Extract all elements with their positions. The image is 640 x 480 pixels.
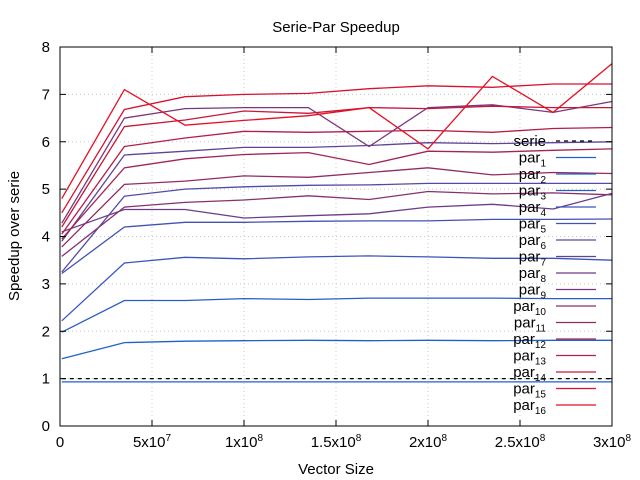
x-tick-exponent: 8 — [441, 433, 447, 444]
legend-label-par5: par5 — [519, 216, 547, 236]
x-axis-label: Vector Size — [298, 461, 374, 478]
axis-ticks: 0 5x107 1x108 1.5x108 2x108 2.5x108 3x10801234… — [42, 39, 632, 451]
x-tick-label: 1x108 — [225, 433, 264, 451]
series-line-par10 — [61, 190, 613, 257]
y-tick-label: 7 — [42, 86, 50, 103]
legend-label-subscript: 2 — [540, 175, 546, 186]
y-tick-label: 1 — [42, 371, 50, 388]
y-tick-label: 5 — [42, 181, 50, 198]
legend-label-subscript: 5 — [540, 225, 546, 236]
series-line-par15 — [61, 83, 612, 214]
series-line-par11 — [61, 167, 613, 248]
y-tick-label: 2 — [42, 323, 50, 340]
series-lines — [61, 63, 613, 383]
series-line-par5 — [61, 218, 613, 275]
y-tick-label: 8 — [42, 39, 50, 56]
x-tick-label: 2x108 — [409, 433, 448, 451]
legend-label-subscript: 3 — [540, 192, 546, 203]
series-line-par12 — [61, 148, 613, 240]
series-line-par7 — [61, 141, 613, 242]
series-line-par8 — [61, 192, 613, 233]
legend: seriepar1par2par3par4par5par6par7par8par… — [513, 133, 596, 417]
x-tick-exponent: 8 — [356, 433, 362, 444]
y-tick-label: 0 — [42, 418, 50, 435]
legend-label-subscript: 9 — [540, 291, 546, 302]
legend-label-subscript: 12 — [535, 340, 547, 351]
series-line-par4 — [61, 255, 613, 322]
legend-label-par4: par4 — [519, 199, 547, 219]
x-tick-exponent: 8 — [625, 433, 631, 444]
x-tick-exponent: 8 — [540, 433, 546, 444]
y-tick-label: 6 — [42, 134, 50, 151]
legend-label-par8: par8 — [519, 265, 547, 285]
x-tick-label: 3x108 — [593, 433, 632, 451]
x-tick-label: 2.5x108 — [495, 433, 546, 451]
legend-label-par1: par1 — [519, 150, 547, 170]
legend-label-par3: par3 — [519, 183, 547, 203]
legend-label-par6: par6 — [519, 232, 547, 252]
series-line-par6 — [61, 182, 612, 273]
legend-label-par2: par2 — [519, 166, 547, 186]
series-line-par9 — [61, 100, 613, 224]
series-line-par3 — [61, 297, 612, 333]
legend-label-subscript: 1 — [540, 159, 546, 170]
series-line-par14 — [61, 105, 612, 228]
legend-label-subscript: 16 — [535, 406, 547, 417]
x-tick-exponent: 7 — [165, 433, 171, 444]
series-line-par16 — [61, 63, 613, 199]
legend-label-subscript: 11 — [536, 324, 547, 335]
legend-label-subscript: 8 — [540, 274, 546, 285]
legend-label-par7: par7 — [519, 249, 547, 269]
legend-label-subscript: 15 — [535, 390, 547, 401]
x-tick-exponent: 8 — [257, 433, 263, 444]
chart-title: Serie-Par Speedup — [272, 19, 400, 36]
legend-label-subscript: 10 — [535, 307, 547, 318]
y-tick-label: 3 — [42, 276, 50, 293]
y-axis-label: Speedup over serie — [6, 171, 23, 301]
x-tick-label: 5x107 — [133, 433, 172, 451]
legend-label-par9: par9 — [519, 282, 547, 302]
x-tick-label: 0 — [56, 434, 64, 451]
legend-label-subscript: 4 — [540, 208, 546, 219]
legend-label-subscript: 7 — [540, 258, 546, 269]
grid-lines — [60, 47, 612, 426]
series-line-par13 — [61, 126, 613, 235]
legend-label-subscript: 14 — [535, 373, 547, 384]
legend-label-serie: serie — [513, 133, 546, 150]
y-tick-label: 4 — [42, 229, 50, 246]
legend-label-subscript: 6 — [540, 241, 546, 252]
legend-label-subscript: 13 — [535, 357, 547, 368]
x-tick-label: 1.5x108 — [311, 433, 362, 451]
series-line-par2 — [61, 339, 612, 360]
